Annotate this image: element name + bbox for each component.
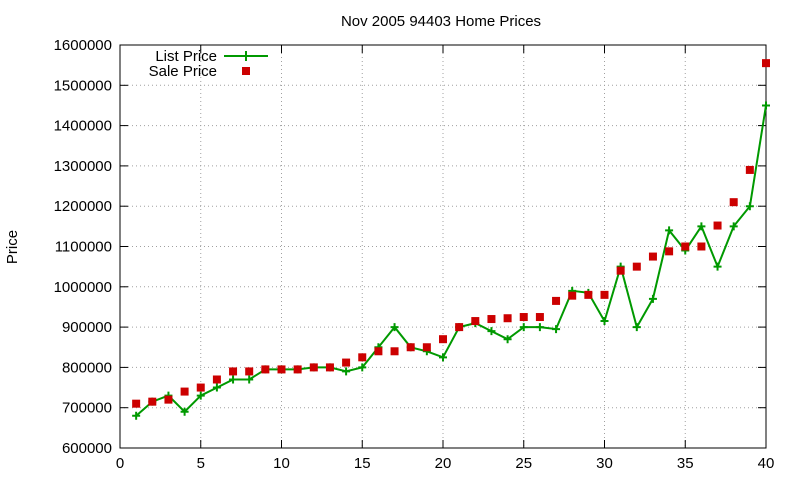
data-point: [196, 383, 205, 392]
data-point: [503, 335, 512, 344]
data-point: [439, 353, 447, 362]
x-tick-label: 5: [197, 455, 205, 472]
legend-marker-list-price: [241, 51, 251, 61]
data-point: [358, 363, 367, 372]
data-point: [745, 202, 754, 211]
data-point: [229, 375, 238, 384]
y-tick-label: 600000: [62, 440, 112, 457]
y-axis-label: Price: [4, 230, 21, 264]
data-point: [212, 383, 221, 392]
data-point: [665, 226, 674, 235]
data-point: [358, 353, 367, 362]
x-tick-label: 10: [273, 455, 290, 472]
data-point: [665, 247, 674, 256]
data-point: [600, 317, 609, 326]
data-point: [681, 242, 690, 251]
data-point: [616, 266, 625, 275]
data-point: [697, 222, 706, 231]
data-point: [293, 365, 302, 374]
x-tick-label: 20: [435, 455, 452, 472]
axis-ticks: 600000 700000 800000 900000 1000000 1100000 12…: [54, 37, 775, 472]
series-sale-price: [132, 59, 770, 408]
chart-title: Nov 2005 94403 Home Prices: [341, 13, 541, 30]
data-point: [342, 358, 351, 367]
y-tick-label: 800000: [62, 359, 112, 376]
data-point: [342, 367, 351, 376]
data-point: [584, 290, 593, 299]
data-point: [471, 317, 480, 326]
series-line: [135, 105, 767, 417]
data-point: [648, 294, 657, 303]
data-point: [212, 375, 221, 384]
data-point: [132, 399, 141, 408]
series: [132, 59, 770, 420]
data-point: [713, 221, 722, 230]
data-point: [535, 323, 544, 332]
data-point: [196, 391, 205, 400]
data-point: [648, 252, 657, 261]
y-tick-label: 1600000: [54, 37, 112, 54]
data-point: [309, 363, 318, 372]
y-tick-label: 1200000: [54, 198, 112, 215]
y-tick-label: 1300000: [54, 158, 112, 175]
data-point: [132, 411, 141, 420]
data-point: [180, 387, 189, 396]
data-point: [439, 335, 447, 344]
x-tick-label: 25: [515, 455, 532, 472]
y-tick-label: 1400000: [54, 118, 112, 135]
data-point: [535, 313, 544, 322]
data-point: [406, 343, 415, 352]
data-point: [487, 315, 496, 324]
data-point: [762, 59, 770, 68]
data-point: [245, 367, 254, 376]
data-point: [713, 262, 722, 271]
data-point: [261, 365, 270, 374]
data-point: [374, 347, 383, 356]
x-tick-label: 35: [677, 455, 694, 472]
data-point: [148, 397, 157, 406]
data-point: [519, 313, 528, 322]
data-point: [277, 365, 286, 374]
data-point: [503, 314, 512, 323]
y-tick-label: 1000000: [54, 279, 112, 296]
legend-label-list-price: List Price: [155, 48, 217, 65]
x-tick-label: 15: [354, 455, 371, 472]
data-point: [552, 296, 561, 305]
data-point: [390, 347, 399, 356]
data-point: [455, 323, 464, 332]
data-point: [745, 165, 754, 174]
x-tick-label: 40: [758, 455, 775, 472]
y-tick-label: 1500000: [54, 77, 112, 94]
data-point: [325, 363, 334, 372]
data-point: [762, 101, 770, 110]
data-point: [729, 222, 738, 231]
data-point: [600, 290, 609, 299]
data-point: [632, 262, 641, 271]
legend-marker-sale-price: [242, 67, 250, 75]
data-point: [164, 395, 173, 404]
y-tick-label: 1100000: [55, 239, 112, 256]
data-point: [390, 323, 399, 332]
y-tick-label: 900000: [62, 319, 112, 336]
y-tick-label: 700000: [62, 400, 112, 417]
series-list-price: [132, 101, 770, 420]
data-point: [180, 407, 189, 416]
legend: List Price Sale Price: [149, 48, 268, 80]
data-point: [422, 343, 431, 352]
data-point: [568, 291, 577, 300]
legend-label-sale-price: Sale Price: [149, 63, 217, 80]
data-point: [697, 242, 706, 251]
x-tick-label: 30: [596, 455, 613, 472]
data-point: [229, 367, 238, 376]
data-point: [519, 323, 528, 332]
data-point: [552, 325, 561, 334]
data-point: [245, 375, 254, 384]
x-tick-label: 0: [116, 455, 124, 472]
data-point: [632, 323, 641, 332]
data-point: [487, 327, 496, 336]
data-point: [729, 198, 738, 207]
